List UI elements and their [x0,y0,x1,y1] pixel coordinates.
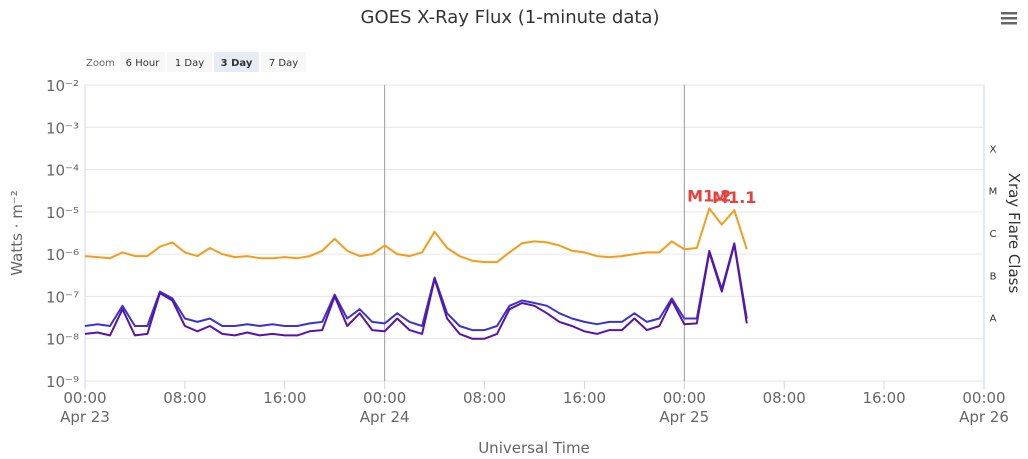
series-line [84,242,748,332]
flare-class-label: B [990,271,997,282]
plot-border [84,84,985,382]
flare-class-label: C [990,229,997,240]
x-tick-label: Apr 24 [360,408,410,426]
x-tick-label: 08:00 [463,389,506,407]
y2-axis-title: Xray Flare Class [1005,173,1023,294]
flare-class-label: A [990,314,997,325]
zoom-button-label[interactable]: 7 Day [269,58,298,69]
menu-bar [1001,22,1017,25]
menu-bar [1001,17,1017,20]
chart-title: GOES X-Ray Flux (1-minute data) [361,7,660,28]
x-tick-label: 00:00 [663,389,706,407]
zoom-button-label[interactable]: 3 Day [221,58,253,69]
annotation: M1.2 [687,187,731,206]
x-axis-title: Universal Time [478,439,590,457]
series-line [84,243,748,340]
y-tick-label: 10⁻⁷ [46,288,79,306]
y-tick-label: 10⁻⁵ [46,204,79,222]
y-tick-label: 10⁻⁹ [46,373,79,391]
zoom-button[interactable] [261,52,306,72]
y-tick-label: 10⁻³ [46,119,79,137]
zoom-button[interactable] [120,52,165,72]
y-tick-label: 10⁻² [46,77,79,95]
x-tick-label: 08:00 [763,389,806,407]
menu-bar [1001,12,1017,15]
x-tick-label: Apr 25 [659,408,709,426]
zoom-button[interactable] [214,52,259,72]
x-tick-label: 00:00 [63,389,106,407]
x-tick-label: Apr 23 [60,408,110,426]
annotation: M1.1 [712,188,756,207]
y-axis-title: Watts · m⁻² [8,190,26,276]
y-tick-label: 10⁻⁴ [46,162,79,180]
x-tick-label: 16:00 [263,389,306,407]
x-tick-label: 00:00 [962,389,1005,407]
y-tick-label: 10⁻⁸ [46,331,79,349]
series-line [84,207,748,264]
zoom-button-label[interactable]: 1 Day [175,58,204,69]
flare-class-label: X [990,144,997,155]
flare-class-label: M [989,187,998,198]
x-tick-label: 16:00 [563,389,606,407]
zoom-button-label[interactable]: 6 Hour [126,58,161,69]
x-tick-label: 16:00 [862,389,905,407]
x-tick-label: Apr 26 [959,408,1009,426]
x-tick-label: 08:00 [163,389,206,407]
x-tick-label: 00:00 [363,389,406,407]
zoom-label: Zoom [86,58,115,69]
y-tick-label: 10⁻⁶ [46,246,79,264]
menu-button[interactable] [1001,12,1017,25]
zoom-button[interactable] [167,52,212,72]
